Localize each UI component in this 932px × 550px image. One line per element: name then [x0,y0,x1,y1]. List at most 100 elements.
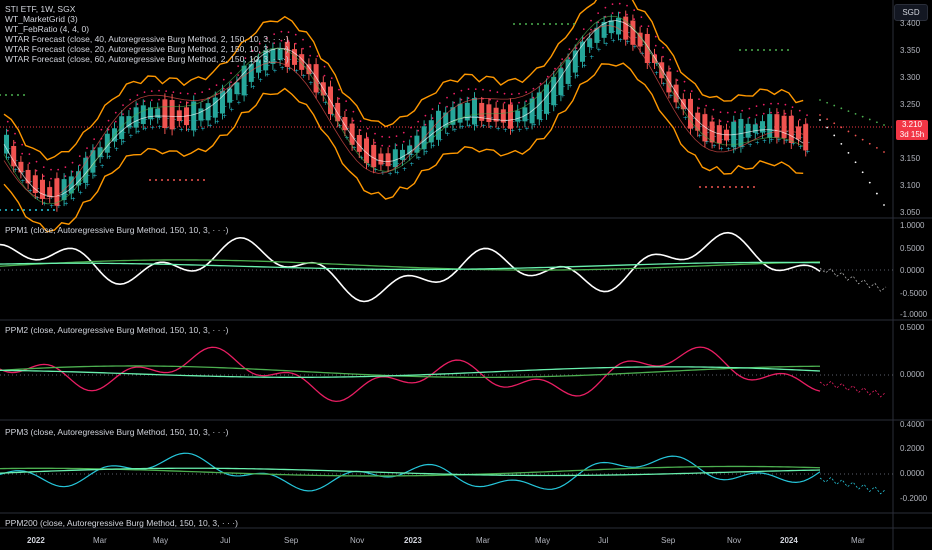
grid-marker: + [805,148,810,155]
time-tick: 2022 [27,536,45,545]
grid-marker: • [128,97,132,104]
grid-marker: • [265,44,269,51]
level-dot [161,179,163,181]
grid-marker: + [431,142,436,149]
candle [738,119,744,147]
forecast-dot [854,161,857,164]
grid-marker: • [445,104,449,111]
grid-marker: • [121,112,125,119]
grid-marker: + [92,172,97,179]
time-tick: Sep [661,536,676,545]
candle [335,102,341,122]
grid-marker: • [719,109,723,116]
legend-marketgrid[interactable]: WT_MarketGrid (3) [5,14,78,24]
grid-marker: • [625,3,629,10]
grid-marker: + [78,189,83,196]
legend-wtar-60[interactable]: WTAR Forecast (close, 60, Autoregressive… [5,54,289,64]
time-tick: May [535,536,551,545]
grid-marker: • [222,86,226,93]
grid-marker: • [690,89,694,96]
candle [565,59,571,84]
grid-marker: • [388,144,392,151]
level-dot [5,94,7,96]
grid-marker: • [481,96,485,103]
forecast-dot [854,134,857,137]
grid-marker: + [179,127,184,134]
grid-marker: • [215,83,219,90]
grid-marker: • [668,66,672,73]
candle [140,105,146,125]
level-dot [537,23,539,25]
grid-marker: • [35,168,39,175]
grid-marker: • [582,27,586,34]
forecast-dot [847,130,850,133]
candle [515,110,521,122]
grid-marker: • [769,110,773,117]
candle [277,48,283,60]
pane-label-ppm2[interactable]: PPM2 (close, Autoregressive Burg Method,… [5,325,229,335]
candle [767,114,773,138]
grid-marker: • [388,135,392,142]
grid-marker: + [301,73,306,80]
candle [522,107,528,122]
grid-marker: • [704,103,708,110]
forecast-dot [826,118,829,121]
level-dot [17,94,19,96]
level-dot [191,179,193,181]
grid-marker: • [229,80,233,87]
grid-marker: + [42,200,47,207]
grid-marker: • [546,74,550,81]
grid-marker: + [85,181,90,188]
grid-marker: • [755,113,759,120]
grid-marker: • [222,77,226,84]
legend-symbol[interactable]: STI ETF, 1W, SGX [5,4,76,14]
grid-marker: + [229,107,234,114]
candle [781,115,787,139]
forecast-dot [883,204,885,206]
grid-marker: • [352,118,356,125]
grid-marker: + [575,73,580,80]
grid-marker: • [316,53,320,60]
level-dot [0,209,1,211]
grid-marker: • [114,119,118,126]
candle [205,103,211,121]
currency-button[interactable]: SGD [894,4,928,21]
candle [270,48,276,64]
grid-marker: • [517,100,521,107]
grid-marker: • [488,88,492,95]
level-dot [561,23,563,25]
grid-marker: + [49,203,54,210]
grid-marker: + [280,65,285,72]
legend-wtar-40[interactable]: WTAR Forecast (close, 40, Autoregressive… [5,34,289,44]
legend-wtar-20[interactable]: WTAR Forecast (close, 20, Autoregressive… [5,44,289,54]
candle [508,104,513,129]
grid-marker: • [92,136,96,143]
candle [76,171,81,186]
candle [493,107,499,122]
grid-marker: + [654,70,659,77]
time-tick: Mar [93,536,107,545]
time-tick: 2023 [404,536,422,545]
price-tick: 3.050 [900,208,921,217]
forecast-tail [819,267,887,292]
pane-label-ppm1[interactable]: PPM1 (close, Autoregressive Burg Method,… [5,225,229,235]
grid-marker: + [683,115,688,122]
grid-marker: + [611,38,616,45]
grid-marker: + [596,46,601,53]
grid-marker: • [611,11,615,18]
grid-marker: • [359,118,363,125]
grid-marker: + [222,113,227,120]
grid-marker: • [402,139,406,146]
level-dot [11,94,13,96]
grid-marker: + [676,104,681,111]
legend-febratio[interactable]: WT_FebRatio (4, 4, 0) [5,24,90,34]
forecast-dot [883,151,885,153]
pane-label-ppm200[interactable]: PPM200 (close, Autoregressive Burg Metho… [5,518,238,528]
grid-marker: • [20,142,24,149]
ppm1-tick: -1.0000 [900,310,928,319]
grid-marker: + [395,169,400,176]
grid-marker: • [712,116,716,123]
forecast-dot [840,142,843,145]
pane-label-ppm3[interactable]: PPM3 (close, Autoregressive Burg Method,… [5,427,229,437]
